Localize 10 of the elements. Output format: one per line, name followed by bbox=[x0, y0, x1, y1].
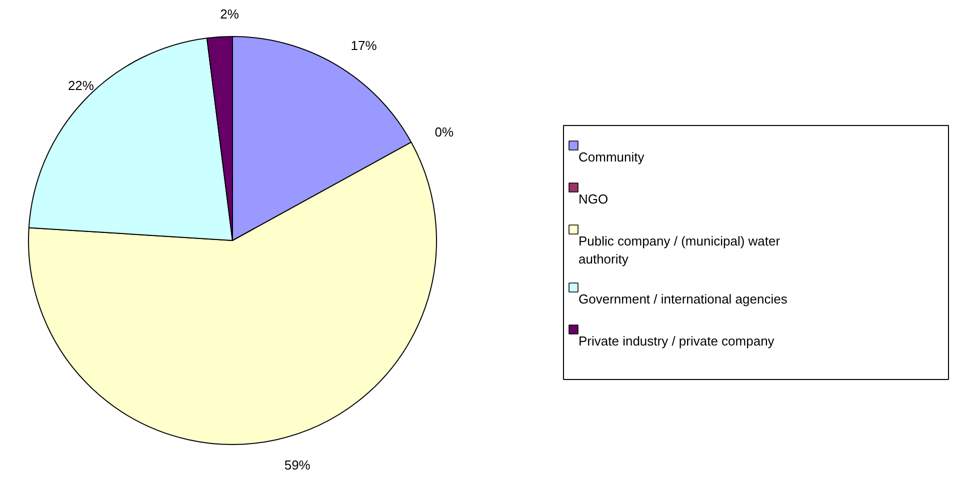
data-label: 17% bbox=[350, 38, 378, 53]
data-label: 2% bbox=[220, 6, 240, 22]
legend-label: Government / international agencies bbox=[578, 292, 788, 306]
legend-label: Private industry / private company bbox=[578, 334, 775, 348]
data-label: 59% bbox=[284, 457, 311, 472]
legend-label: Community bbox=[578, 150, 645, 164]
text: 0% bbox=[434, 124, 454, 140]
legend-label: NGO bbox=[578, 192, 608, 206]
data-label: 22% bbox=[68, 78, 94, 94]
legend-label: Public company / (municipal) water authority bbox=[578, 234, 781, 266]
